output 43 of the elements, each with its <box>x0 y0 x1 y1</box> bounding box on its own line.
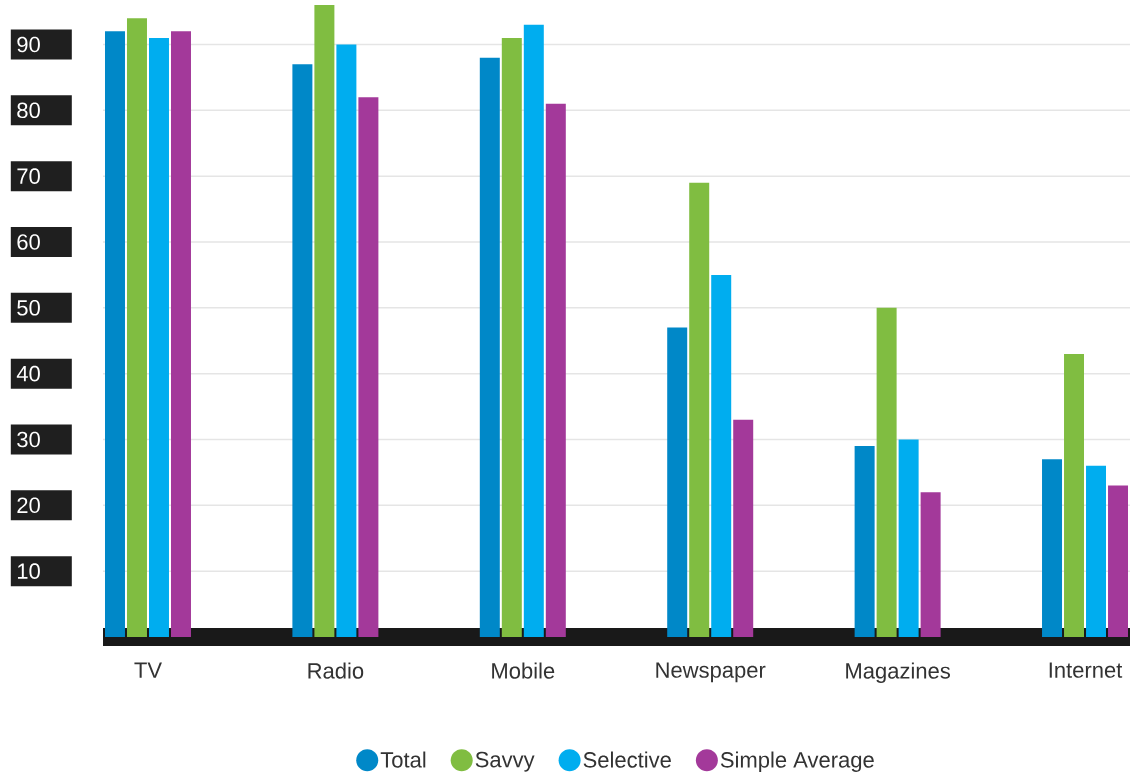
legend-label: Simple Average <box>720 751 874 773</box>
bar <box>733 419 754 637</box>
bar <box>292 64 313 637</box>
bar <box>1042 459 1063 637</box>
bar <box>501 37 522 637</box>
y-tick-label: 80 <box>17 102 40 119</box>
bar <box>358 97 379 637</box>
x-tick-label: TV <box>134 662 162 678</box>
bar <box>667 327 688 637</box>
y-tick-label: 30 <box>17 431 40 448</box>
y-tick-label: 70 <box>17 168 40 184</box>
y-tick-label: 20 <box>17 497 40 514</box>
y-tick-label: 90 <box>17 36 40 53</box>
bar <box>314 5 335 637</box>
bar <box>170 31 191 637</box>
x-tick-label: Newspaper <box>656 662 766 683</box>
bar <box>545 103 566 637</box>
bar <box>523 24 544 637</box>
bar <box>104 31 125 637</box>
y-tick-label: 10 <box>17 563 40 579</box>
x-tick-label: Mobile <box>492 662 555 679</box>
bar <box>1086 465 1107 637</box>
bar <box>1108 485 1129 637</box>
legend-label: Savvy <box>475 751 535 772</box>
x-tick-label: Magazines <box>846 662 950 684</box>
y-tick-label: 50 <box>17 300 40 316</box>
bar <box>1064 353 1085 637</box>
bar <box>711 274 732 637</box>
y-tick-label: 60 <box>17 234 40 250</box>
bar <box>854 446 875 637</box>
bar <box>148 37 169 637</box>
bar <box>876 307 897 637</box>
bar <box>689 182 710 637</box>
bar <box>920 492 941 637</box>
x-tick-label: Radio <box>308 662 364 679</box>
legend-label: Total <box>380 751 426 768</box>
y-tick-label: 40 <box>16 365 40 382</box>
bar <box>336 44 357 637</box>
x-tick-label: Internet <box>1049 662 1123 678</box>
bar <box>479 57 500 637</box>
bar <box>126 18 147 637</box>
bar <box>898 439 919 637</box>
legend-label: Selective <box>583 751 671 768</box>
